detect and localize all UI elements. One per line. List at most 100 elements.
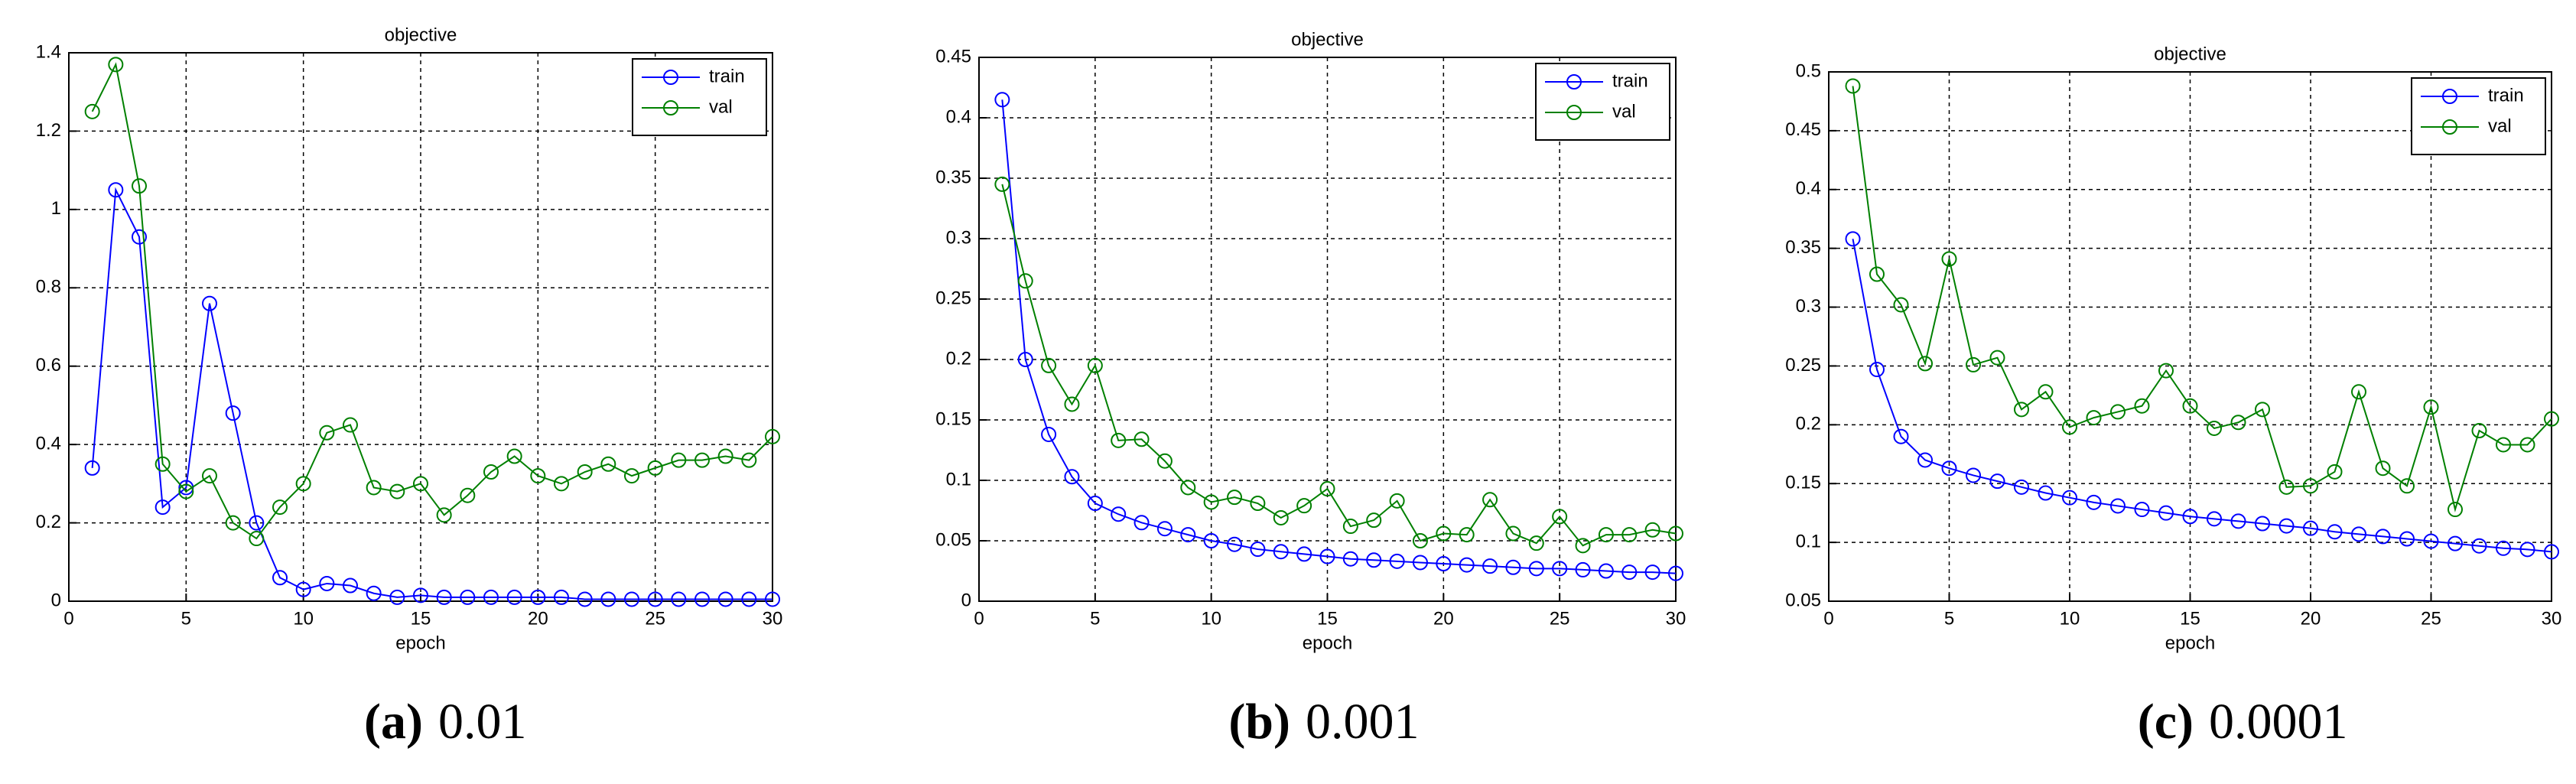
marker <box>1366 552 1382 568</box>
legend-label: val <box>1612 101 1636 122</box>
marker <box>577 464 593 480</box>
x-tick-label: 30 <box>2542 608 2562 629</box>
marker <box>1459 527 1475 543</box>
marker <box>2014 402 2029 418</box>
marker <box>389 483 405 499</box>
marker <box>506 589 522 605</box>
marker <box>741 591 757 607</box>
marker <box>1528 561 1544 577</box>
marker <box>132 178 147 194</box>
marker <box>2038 485 2054 501</box>
y-tick-label: 0.45 <box>1785 119 1821 140</box>
marker <box>460 487 476 503</box>
marker <box>178 483 194 499</box>
marker <box>225 515 241 531</box>
marker <box>2278 518 2295 534</box>
marker <box>1111 506 1127 522</box>
marker <box>1941 251 1957 267</box>
x-tick-label: 15 <box>2180 608 2200 629</box>
marker <box>1180 480 1196 496</box>
chart-title: objective <box>385 24 457 45</box>
marker <box>2086 410 2102 426</box>
marker <box>1598 527 1614 543</box>
marker <box>1845 231 1861 247</box>
marker <box>2375 529 2391 545</box>
x-tick-label: 15 <box>1317 608 1338 629</box>
caption-label: (b) <box>1228 694 1290 750</box>
marker <box>1668 565 1683 581</box>
marker <box>2375 460 2391 477</box>
marker <box>717 448 733 464</box>
y-tick-label: 0.5 <box>1796 60 1821 81</box>
marker <box>1505 559 1521 575</box>
caption: 0.001 <box>1306 694 1420 750</box>
marker <box>2544 544 2559 560</box>
marker <box>600 591 616 607</box>
plot-area <box>1829 72 2552 601</box>
marker <box>1203 494 1219 510</box>
y-tick-label: 0.45 <box>935 46 971 67</box>
marker <box>202 468 217 484</box>
marker <box>2351 526 2366 542</box>
y-tick-label: 0.6 <box>36 355 61 376</box>
legend-marker <box>1566 105 1582 120</box>
marker <box>343 417 358 433</box>
marker <box>343 577 358 594</box>
marker <box>2303 478 2318 494</box>
chart-title: objective <box>1291 29 1364 50</box>
axes-frame <box>978 57 1677 602</box>
marker <box>2230 513 2246 529</box>
marker <box>1412 555 1428 571</box>
series-line <box>1001 99 1677 574</box>
marker <box>436 589 452 605</box>
y-tick-label: 0.2 <box>36 512 61 532</box>
marker <box>225 405 241 421</box>
marker <box>2207 511 2222 527</box>
chart-title: objective <box>2154 44 2226 64</box>
y-tick-label: 0.2 <box>946 348 971 369</box>
marker <box>694 452 710 468</box>
y-tick-label: 0 <box>51 590 61 610</box>
marker <box>2423 399 2439 415</box>
marker <box>108 182 124 198</box>
marker <box>84 103 100 119</box>
marker <box>1869 266 1885 282</box>
marker <box>577 591 593 607</box>
marker <box>1482 492 1498 508</box>
marker <box>202 295 217 311</box>
x-tick-label: 30 <box>1666 608 1686 629</box>
y-tick-label: 1.4 <box>36 41 61 62</box>
marker <box>994 92 1010 108</box>
marker <box>2158 505 2174 521</box>
marker <box>2544 411 2559 427</box>
marker <box>765 428 780 444</box>
legend-marker <box>663 70 678 85</box>
marker <box>2278 479 2295 495</box>
marker <box>765 591 780 607</box>
marker <box>717 591 733 607</box>
marker <box>2327 464 2343 480</box>
marker <box>2038 384 2054 400</box>
caption-label: (a) <box>364 694 423 750</box>
legend-label: train <box>1612 70 1648 91</box>
marker <box>249 531 265 547</box>
marker <box>1017 273 1033 289</box>
marker <box>366 480 382 496</box>
marker <box>2182 509 2198 525</box>
marker <box>647 591 663 607</box>
marker <box>530 589 546 605</box>
marker <box>2448 502 2463 518</box>
legend-marker <box>2442 119 2457 135</box>
marker <box>366 585 382 601</box>
x-tick-label: 30 <box>763 608 783 629</box>
marker <box>2255 516 2270 532</box>
x-tick-label: 25 <box>1550 608 1570 629</box>
x-tick-label: 0 <box>63 608 73 629</box>
marker <box>994 176 1010 192</box>
marker <box>2471 423 2487 439</box>
marker <box>2399 478 2415 494</box>
marker <box>1621 564 1638 581</box>
plot-area <box>69 53 772 601</box>
marker <box>1917 452 1933 468</box>
marker <box>1319 481 1335 497</box>
